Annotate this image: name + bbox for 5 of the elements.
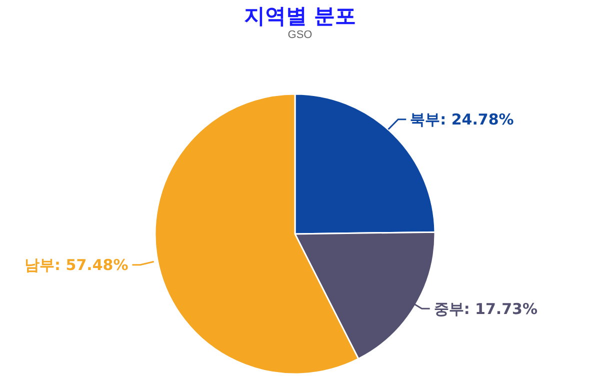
- slice-label: 중부: 17.73%: [434, 300, 538, 318]
- slice-label: 북부: 24.78%: [410, 110, 514, 129]
- chart-subtitle: GSO: [286, 29, 314, 41]
- slice-label: 남부: 57.48%: [24, 256, 128, 274]
- chart-title: 지역별 분포: [242, 3, 358, 30]
